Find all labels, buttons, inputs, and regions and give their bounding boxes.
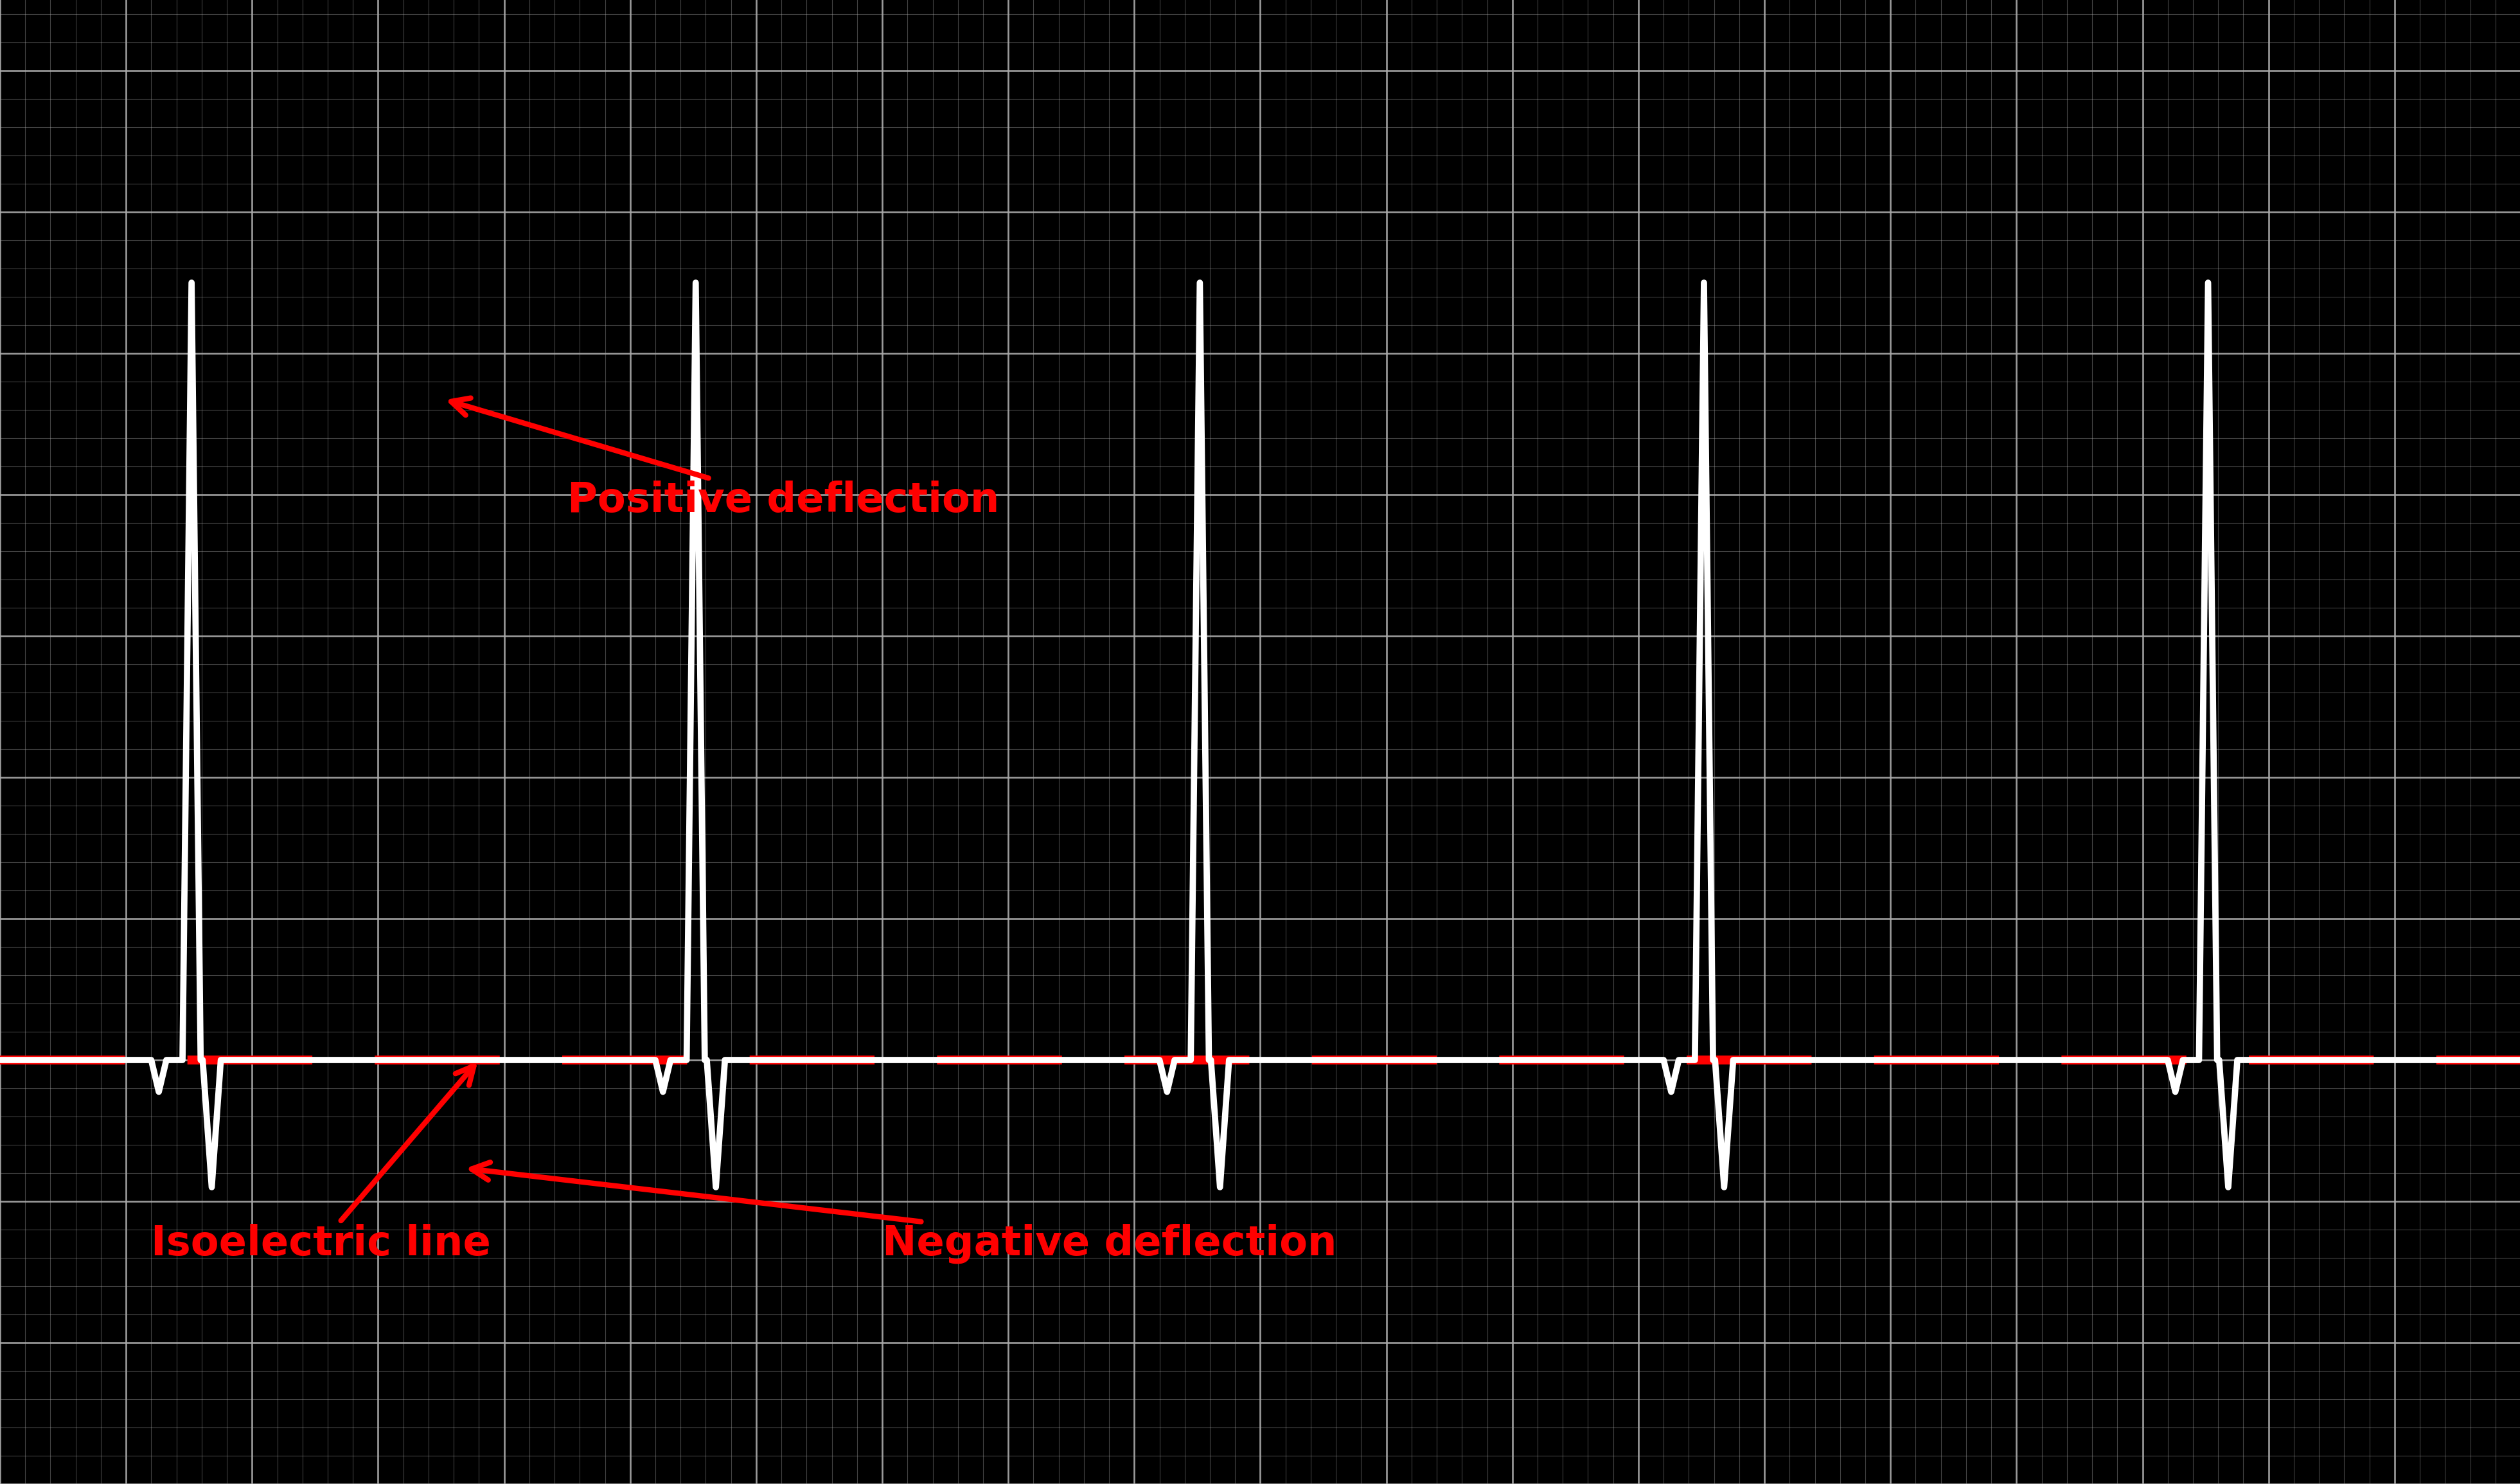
Text: Isoelectric line: Isoelectric line bbox=[151, 1066, 491, 1264]
Text: Negative deflection: Negative deflection bbox=[471, 1162, 1336, 1264]
Text: Positive deflection: Positive deflection bbox=[451, 398, 998, 521]
